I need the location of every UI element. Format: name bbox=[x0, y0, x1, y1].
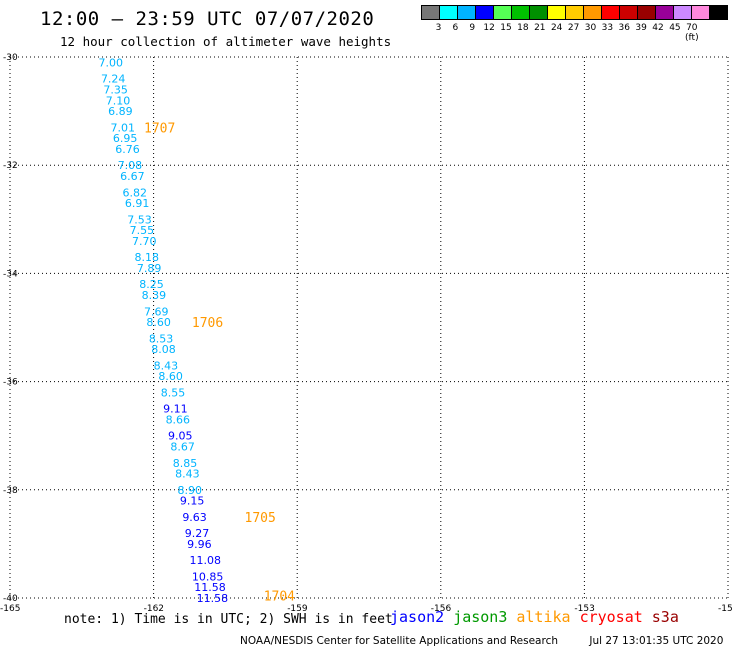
wave-height-value: 8.55 bbox=[161, 386, 186, 399]
legend-jason2: jason2 bbox=[390, 608, 445, 626]
generated-timestamp: Jul 27 13:01:35 UTC 2020 bbox=[589, 635, 724, 647]
latitude-label: -40 bbox=[3, 594, 18, 604]
wave-height-value: 7.35 bbox=[103, 83, 128, 96]
wave-height-value: 8.85 bbox=[173, 457, 198, 470]
wave-height-value: 7.10 bbox=[106, 94, 131, 107]
wave-height-value: 6.76 bbox=[115, 143, 140, 156]
wave-height-value: 8.39 bbox=[142, 289, 167, 302]
wave-height-value: 7.00 bbox=[99, 56, 124, 69]
wave-height-value: 8.08 bbox=[151, 343, 176, 356]
units-note: note: 1) Time is in UTC; 2) SWH is in fe… bbox=[64, 612, 393, 627]
color-scale-label: 70 (ft) bbox=[685, 23, 699, 43]
color-scale-label: 42 bbox=[652, 23, 664, 33]
color-scale-label: 30 bbox=[584, 23, 597, 33]
wave-height-value: 7.08 bbox=[118, 159, 143, 172]
color-scale-legend: 3 6 9 12 15 18 21 24 27 30 33 36 39 42 45 70 (ft) bbox=[421, 5, 728, 43]
footer: NOAA/NESDIS Center for Satellite Applica… bbox=[240, 635, 723, 647]
wave-height-value: 10.85 bbox=[192, 570, 224, 583]
wave-height-value: 8.90 bbox=[178, 484, 203, 497]
wave-height-value: 9.96 bbox=[187, 538, 212, 551]
wave-height-value: 8.43 bbox=[154, 359, 179, 372]
wave-height-value: 9.11 bbox=[163, 403, 188, 416]
credit-text: NOAA/NESDIS Center for Satellite Applica… bbox=[240, 635, 558, 647]
color-scale-label: 15 bbox=[500, 23, 512, 33]
wave-height-value: 9.15 bbox=[180, 495, 205, 508]
pass-time-label: 1706 bbox=[192, 316, 223, 331]
wave-height-value: 6.67 bbox=[120, 170, 144, 183]
wave-height-value: 8.18 bbox=[134, 251, 159, 264]
legend-s3a: s3a bbox=[651, 608, 679, 626]
color-scale-label: 24 bbox=[550, 23, 563, 33]
wave-height-value: 8.67 bbox=[170, 441, 195, 454]
wave-height-value: 7.53 bbox=[127, 213, 152, 226]
latitude-label: -36 bbox=[3, 378, 18, 388]
legend-altika: altika bbox=[516, 608, 571, 626]
color-scale-label: 3 bbox=[435, 23, 442, 33]
wave-height-value: 7.89 bbox=[137, 262, 162, 275]
wave-height-value: 8.43 bbox=[175, 468, 200, 481]
wave-height-value: 8.25 bbox=[139, 278, 164, 291]
legend-cryosat: cryosat bbox=[579, 608, 643, 626]
wave-height-value: 6.82 bbox=[122, 186, 147, 199]
color-scale-label: 36 bbox=[618, 23, 630, 33]
latitude-label: -32 bbox=[3, 161, 18, 171]
wave-height-value: 11.08 bbox=[190, 554, 222, 567]
wave-height-value: 7.55 bbox=[130, 224, 155, 237]
wave-height-value: 11.58 bbox=[194, 581, 226, 594]
wave-height-value: 6.89 bbox=[108, 105, 133, 118]
color-scale-label: 9 bbox=[469, 23, 476, 33]
color-scale-label: 39 bbox=[635, 23, 647, 33]
wave-height-value: 8.60 bbox=[146, 316, 171, 329]
wave-height-value: 6.91 bbox=[125, 197, 150, 210]
pass-time-label: 1707 bbox=[144, 121, 175, 136]
map-title: 12:00 – 23:59 UTC 07/07/2020 bbox=[40, 8, 375, 30]
longitude-label: -162 bbox=[144, 604, 164, 614]
wave-height-value: 7.70 bbox=[132, 235, 157, 248]
latitude-label: -38 bbox=[3, 486, 18, 496]
longitude-label: -153 bbox=[574, 604, 594, 614]
wave-height-value: 6.95 bbox=[113, 132, 138, 145]
color-scale-labels: 3 6 9 12 15 18 21 24 27 30 33 36 39 42 45 70 (ft) bbox=[422, 23, 728, 43]
color-scale-label: 21 bbox=[534, 23, 546, 33]
longitude-label: -159 bbox=[287, 604, 308, 614]
color-scale-label: 27 bbox=[567, 23, 580, 33]
color-scale-label: 6 bbox=[452, 23, 459, 33]
wave-height-value: 8.66 bbox=[166, 413, 191, 426]
satellite-legend: jason2 jason3 altika cryosat s3a bbox=[390, 608, 688, 626]
latitude-label: -34 bbox=[3, 269, 18, 279]
wave-height-value: 9.63 bbox=[182, 511, 207, 524]
wave-height-value: 7.69 bbox=[144, 305, 169, 318]
wave-height-value: 7.24 bbox=[101, 73, 126, 86]
wave-height-value: 8.53 bbox=[149, 332, 174, 345]
longitude-label: -165 bbox=[0, 604, 20, 614]
color-scale-label: 18 bbox=[517, 23, 529, 33]
wave-height-value: 9.27 bbox=[185, 527, 210, 540]
longitude-label: -15 bbox=[718, 604, 733, 614]
wave-height-value: 8.60 bbox=[158, 370, 183, 383]
color-swatch bbox=[709, 5, 728, 20]
longitude-label: -156 bbox=[431, 604, 452, 614]
color-scale-label: 33 bbox=[601, 23, 614, 33]
color-scale-label: 45 bbox=[669, 23, 681, 33]
color-scale-label: 12 bbox=[483, 23, 495, 33]
color-scale-swatches bbox=[421, 5, 728, 20]
wave-height-value: 9.05 bbox=[168, 430, 193, 443]
map-subtitle: 12 hour collection of altimeter wave hei… bbox=[60, 34, 392, 49]
pass-time-label: 1704 bbox=[264, 589, 295, 604]
wave-height-value: 11.58 bbox=[197, 592, 229, 605]
pass-time-label: 1705 bbox=[245, 511, 276, 526]
wave-height-value: 7.01 bbox=[111, 121, 135, 134]
legend-jason3: jason3 bbox=[453, 608, 508, 626]
